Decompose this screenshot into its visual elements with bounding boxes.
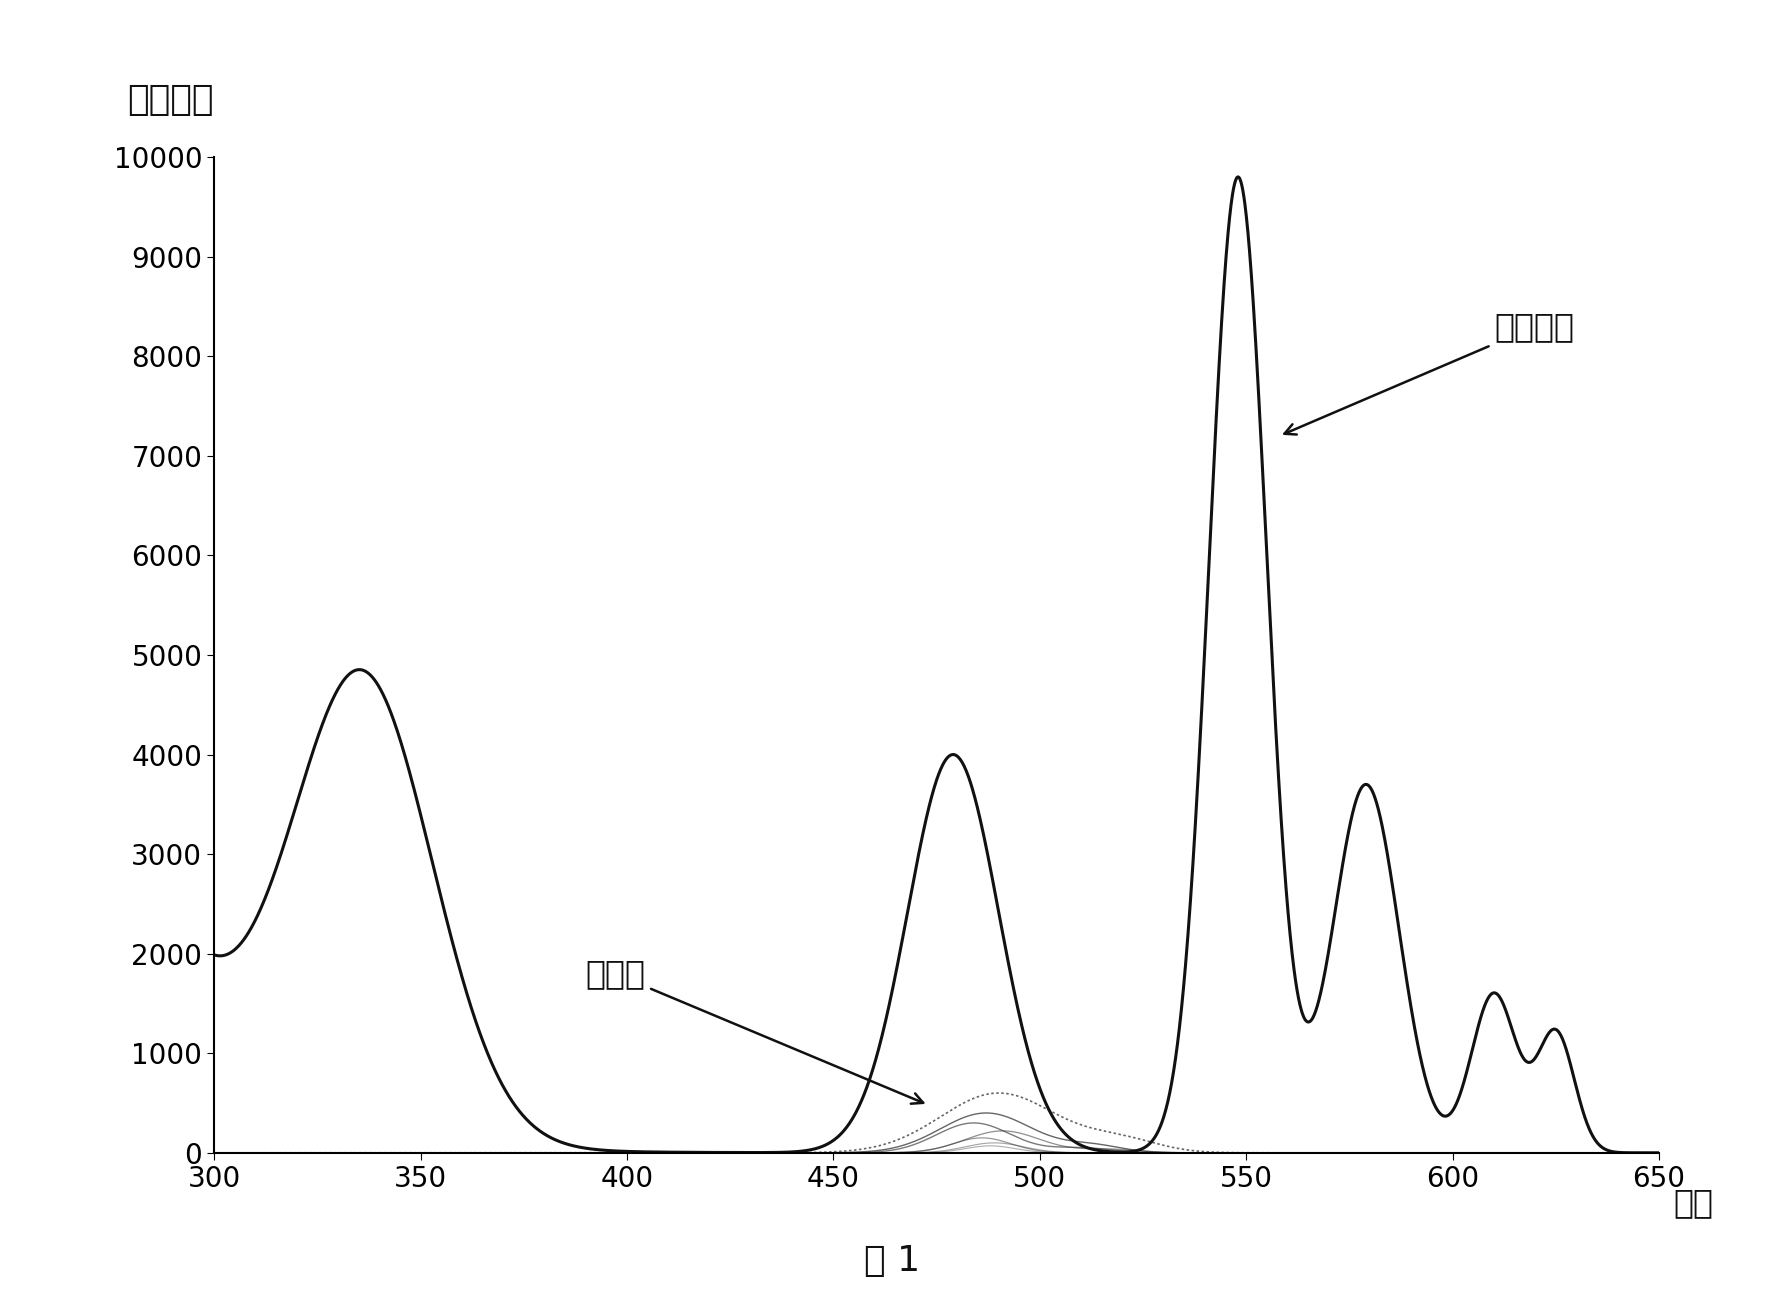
Text: 腈水解酶: 腈水解酶 bbox=[1284, 310, 1573, 435]
Text: 图 1: 图 1 bbox=[863, 1243, 921, 1277]
Text: 其它酶: 其它酶 bbox=[585, 958, 922, 1104]
Text: 波长: 波长 bbox=[1673, 1186, 1714, 1220]
Text: 荧光强度: 荧光强度 bbox=[127, 84, 214, 118]
